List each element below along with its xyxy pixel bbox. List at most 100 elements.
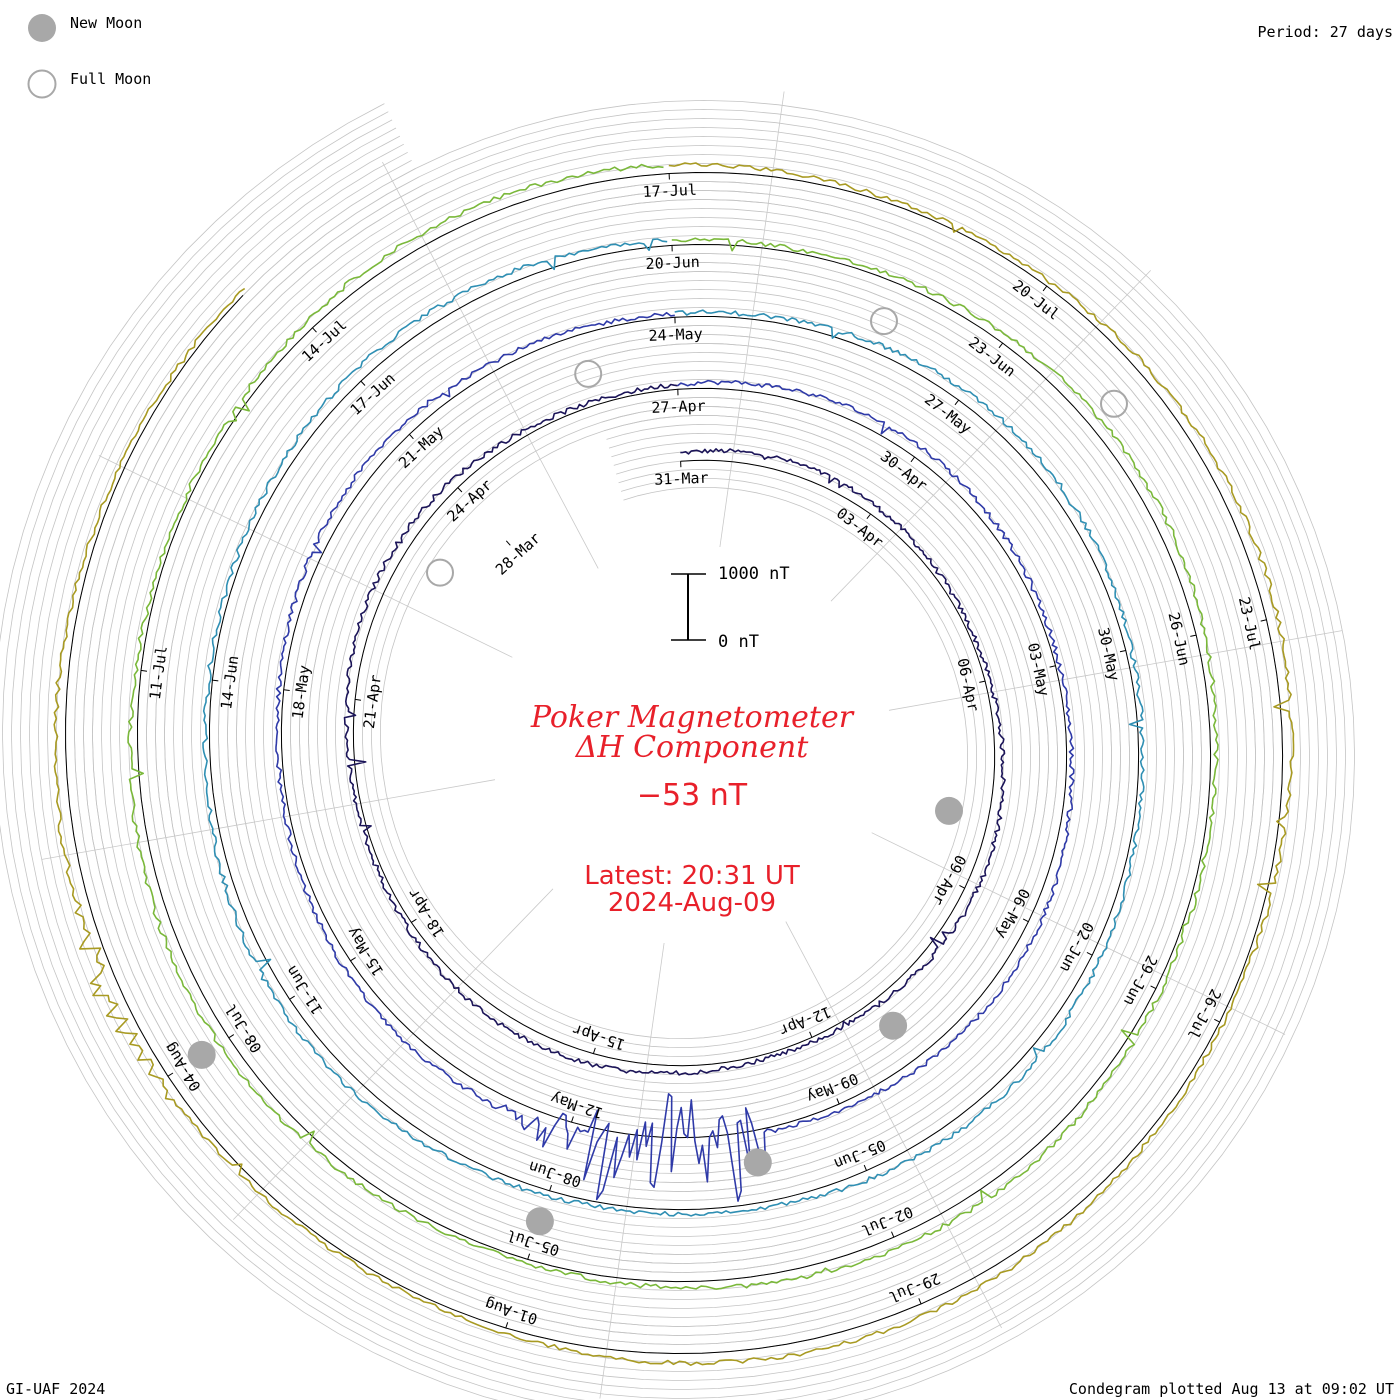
grid-spoke	[599, 942, 665, 1399]
chart-subtitle: ΔH Component	[575, 730, 809, 765]
date-label: 09-Apr	[929, 852, 970, 908]
date-tick	[355, 698, 362, 701]
date-tick	[505, 1322, 509, 1329]
date-tick	[527, 1253, 531, 1260]
grid-spiral-line	[10, 117, 1338, 1400]
full-moon-legend-icon	[27, 69, 57, 99]
new-moon-legend-label: New Moon	[70, 14, 142, 32]
grid-spiral-line	[28, 135, 1320, 1391]
grid-spoke	[98, 455, 513, 658]
new-moon-marker	[743, 1148, 772, 1177]
grid-spoke	[41, 779, 496, 860]
full-moon-marker	[870, 307, 898, 336]
trace-cycle-4	[127, 163, 1219, 1290]
date-label: 17-Jul	[642, 181, 697, 201]
footer-credit: GI-UAF 2024	[6, 1380, 105, 1398]
date-tick	[979, 680, 986, 683]
date-label: 29-Jun	[1120, 952, 1161, 1008]
new-moon-marker	[187, 1040, 216, 1069]
grid-spoke	[888, 630, 1343, 711]
full-moon-marker	[574, 359, 603, 388]
date-tick	[910, 456, 915, 463]
grid-spiral-line	[37, 143, 1311, 1382]
grid-spiral-line	[46, 151, 1302, 1373]
date-label: 31-Mar	[654, 469, 709, 489]
date-tick	[312, 327, 317, 333]
scale-top-label: 1000 nT	[718, 564, 790, 584]
date-label: 20-Jun	[645, 253, 700, 273]
date-label: 27-May	[921, 390, 975, 437]
date-tick	[283, 689, 290, 691]
date-label: 11-Jul	[146, 645, 171, 701]
date-tick	[350, 957, 356, 962]
date-tick	[167, 1072, 174, 1077]
baseline-spiral	[65, 171, 1284, 1355]
trace-cycle-3	[202, 238, 1145, 1217]
date-tick	[1042, 285, 1048, 292]
footer-plotted: Condegram plotted Aug 13 at 09:02 UT	[1069, 1380, 1394, 1398]
period-label: Period: 27 days	[1258, 23, 1393, 41]
date-label: 08-Jul	[221, 1001, 265, 1056]
new-moon-legend-icon	[28, 14, 56, 42]
new-moon-marker	[525, 1207, 554, 1236]
date-label: 12-Apr	[777, 1003, 834, 1040]
date-tick	[409, 433, 414, 440]
date-tick	[1150, 985, 1157, 990]
full-moon-marker	[426, 558, 454, 587]
date-tick	[549, 1184, 552, 1191]
date-tick	[809, 1031, 813, 1038]
date-tick	[360, 380, 366, 386]
date-label: 21-Apr	[360, 674, 385, 730]
date-tick	[411, 918, 417, 923]
date-tick	[1086, 951, 1093, 956]
date-tick	[1022, 918, 1029, 923]
date-tick	[1049, 665, 1056, 668]
date-label: 29-Jul	[886, 1269, 943, 1306]
grid-spoke	[382, 161, 599, 569]
date-label: 18-Apr	[404, 885, 448, 940]
date-tick	[918, 1298, 922, 1305]
date-tick	[959, 884, 965, 889]
scale-bar: 1000 nT 0 nT	[671, 564, 790, 652]
grid-spoke	[233, 888, 554, 1220]
date-tick	[954, 399, 960, 406]
chart-title: Poker Magnetometer	[530, 700, 855, 735]
scale-bottom-label: 0 nT	[718, 632, 759, 652]
date-label: 23-Jun	[965, 333, 1019, 380]
date-tick	[289, 995, 295, 1000]
new-moon-marker	[879, 1011, 908, 1040]
trace-cycle-2	[275, 311, 1075, 1202]
date-label: 06-May	[992, 885, 1033, 941]
date-tick	[998, 342, 1004, 349]
new-moon-marker	[935, 796, 963, 825]
grid-spoke	[785, 921, 1002, 1329]
date-label: 02-Jun	[1056, 919, 1097, 975]
trace-cycle-5	[53, 162, 1295, 1366]
latest-date: 2024-Aug-09	[608, 888, 776, 918]
date-tick	[866, 513, 871, 520]
date-label: 18-May	[289, 664, 314, 720]
date-tick	[1214, 1018, 1220, 1023]
date-label: 30-Apr	[877, 447, 931, 494]
grid-spiral-line	[1, 108, 1347, 1400]
date-label: 05-Jun	[831, 1136, 888, 1173]
legend: New Moon Full Moon	[27, 14, 151, 99]
date-label: 24-May	[648, 325, 703, 345]
date-label: 21-May	[395, 422, 447, 472]
full-moon-marker	[1100, 389, 1128, 418]
grid-spoke	[830, 270, 1151, 602]
date-label: 17-Jun	[347, 369, 399, 419]
date-tick	[457, 487, 463, 493]
full-moon-legend-label: Full Moon	[70, 70, 151, 88]
date-label: 20-Jul	[1009, 276, 1063, 323]
grid-spoke	[871, 832, 1286, 1035]
date-tick	[212, 679, 219, 682]
grid-spiral-line	[19, 126, 1329, 1400]
date-tick	[1190, 634, 1197, 637]
date-label: 24-Apr	[443, 476, 495, 526]
date-tick	[140, 669, 148, 672]
spiral-baselines	[65, 171, 1284, 1355]
date-label: 15-May	[343, 924, 387, 979]
date-tick	[836, 1098, 840, 1105]
